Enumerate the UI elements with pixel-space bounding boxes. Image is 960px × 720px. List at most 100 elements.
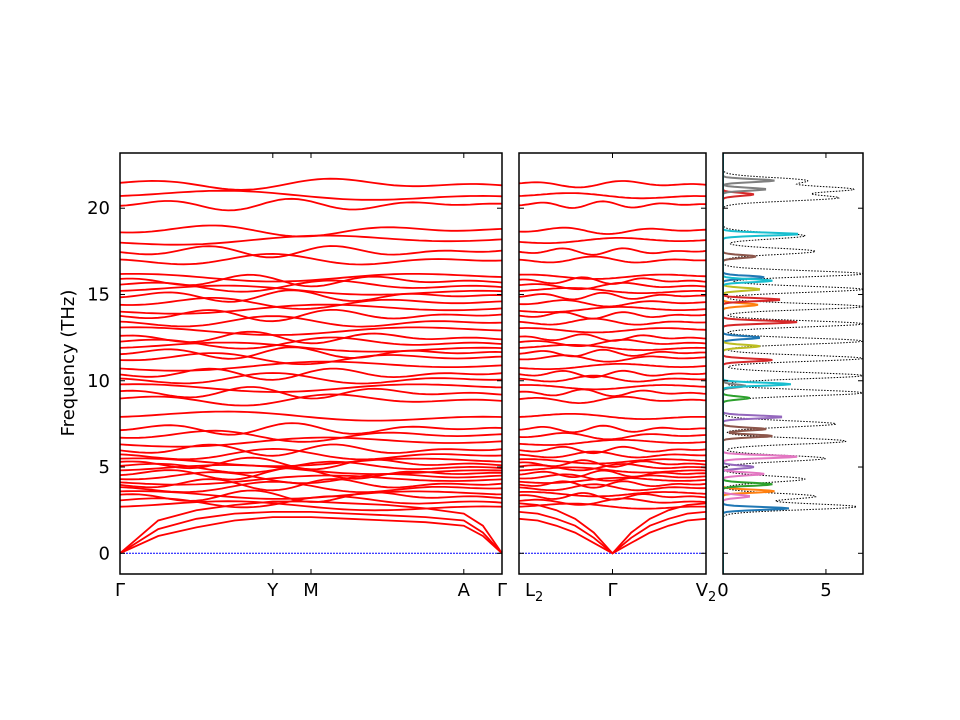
optical-branch <box>519 459 706 468</box>
acoustic-branch <box>120 511 502 555</box>
optical-branch <box>519 388 706 398</box>
acoustic-branch <box>120 516 502 555</box>
y-tick-label: 15 <box>87 284 110 305</box>
optical-branch <box>120 383 502 393</box>
optical-branch <box>120 367 502 381</box>
optical-branch <box>519 438 706 446</box>
x-tick-label: V2 <box>696 580 717 605</box>
optical-branch <box>120 326 502 336</box>
optical-branch <box>120 474 502 486</box>
optical-branch <box>519 237 706 244</box>
optical-branch <box>519 492 706 501</box>
optical-branch <box>120 422 502 436</box>
optical-branch <box>120 436 502 448</box>
optical-branch <box>519 273 706 280</box>
y-tick-label: 0 <box>99 543 110 564</box>
optical-branch <box>519 354 706 363</box>
optical-branch <box>519 180 706 189</box>
optical-branch <box>519 369 706 379</box>
optical-branch <box>519 363 706 370</box>
optical-branch <box>120 360 502 372</box>
optical-branch <box>120 352 502 366</box>
optical-branch <box>519 306 706 313</box>
optical-branch <box>519 469 706 478</box>
plot-area <box>519 180 706 555</box>
partial-dos-line <box>723 153 798 574</box>
optical-branch <box>120 224 502 238</box>
optical-branch <box>519 458 706 465</box>
optical-branch <box>120 443 502 457</box>
x-tick-label: L2 <box>525 580 543 605</box>
optical-branch <box>519 450 706 459</box>
total-dos-line <box>723 153 863 574</box>
optical-branch <box>519 344 706 352</box>
optical-branch <box>120 297 502 310</box>
optical-branch <box>120 386 502 400</box>
optical-branch <box>120 346 502 360</box>
optical-branch <box>519 384 706 391</box>
optical-branch <box>519 413 706 421</box>
optical-branch <box>120 456 502 471</box>
optical-branch <box>120 372 502 385</box>
optical-branch <box>519 424 706 434</box>
plot-area <box>723 153 863 574</box>
optical-branch <box>519 374 706 383</box>
acoustic-branch <box>120 500 502 554</box>
y-tick-label: 5 <box>99 457 110 478</box>
optical-branch <box>120 289 502 303</box>
optical-branch <box>519 502 706 510</box>
x-tick-label: 0 <box>717 580 728 601</box>
band-structure-panel-2: L2 Γ V2 <box>518 152 717 605</box>
optical-branch <box>519 291 706 301</box>
optical-branch <box>519 317 706 326</box>
x-tick-label: 5 <box>820 580 831 601</box>
optical-branch <box>120 273 502 288</box>
optical-branch <box>120 447 502 461</box>
optical-branch <box>120 489 502 503</box>
optical-branch <box>120 464 502 476</box>
optical-branch <box>120 471 502 485</box>
optical-branch <box>519 255 706 264</box>
axes-frame <box>722 152 864 575</box>
optical-branch <box>120 177 502 191</box>
optical-branch <box>120 460 502 474</box>
optical-branch <box>120 500 502 512</box>
optical-branch <box>519 226 706 235</box>
plot-area <box>120 177 502 555</box>
optical-branch <box>519 327 706 334</box>
optical-branch <box>519 200 706 209</box>
optical-branch <box>120 273 502 283</box>
x-tick-label: Γ <box>497 580 507 601</box>
x-tick-label: A <box>458 580 471 601</box>
optical-branch <box>519 466 706 474</box>
optical-branch <box>120 189 502 201</box>
acoustic-branch <box>519 511 706 555</box>
optical-branch <box>519 473 706 482</box>
x-tick-label: Γ <box>607 580 617 601</box>
y-tick-label: 20 <box>87 198 110 219</box>
optical-branch <box>519 192 706 200</box>
x-tick-label: M <box>303 580 319 601</box>
optical-branch <box>519 432 706 441</box>
y-tick-label: 10 <box>87 371 110 392</box>
optical-branch <box>120 197 502 212</box>
optical-branch <box>120 393 502 407</box>
optical-branch <box>120 330 502 345</box>
optical-branch <box>519 445 706 455</box>
optical-branch <box>120 410 502 422</box>
x-tick-label: Y <box>266 580 279 601</box>
optical-branch <box>120 252 502 266</box>
optical-branch <box>120 303 502 315</box>
acoustic-branch <box>519 502 706 555</box>
optical-branch <box>519 333 706 342</box>
optical-branch <box>519 395 706 405</box>
optical-branch <box>519 276 706 285</box>
optical-branch <box>519 247 706 256</box>
optical-branch <box>519 483 706 492</box>
optical-branch <box>519 299 706 308</box>
optical-branch <box>519 476 706 484</box>
optical-branch <box>519 286 706 294</box>
optical-branch <box>120 341 502 353</box>
